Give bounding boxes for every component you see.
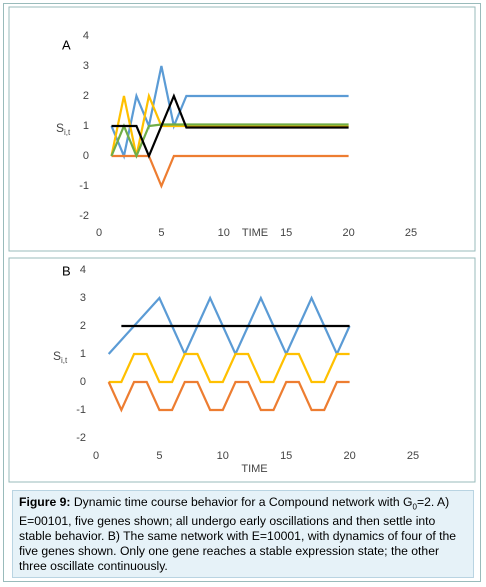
- x-tick-label: 15: [280, 227, 292, 239]
- x-tick-label: 20: [343, 450, 355, 462]
- y-tick-label: 4: [83, 30, 89, 42]
- y-tick-label: 1: [80, 348, 86, 360]
- y-axis-title-sub: i,t: [61, 356, 68, 365]
- y-tick-label: 0: [83, 150, 89, 162]
- series-line: [110, 92, 349, 157]
- x-tick-label: 5: [158, 227, 164, 239]
- series-line: [107, 380, 350, 413]
- series-line: [111, 93, 349, 159]
- y-tick-label: 0: [80, 376, 86, 388]
- y-tick-label: 1: [83, 120, 89, 132]
- y-axis-title-sub: i,t: [64, 128, 71, 137]
- x-tick-label: 15: [280, 450, 292, 462]
- y-axis-title: Si,t: [56, 121, 71, 137]
- panel-b-frame: [8, 257, 476, 483]
- caption: Figure 9: Dynamic time course behavior f…: [12, 490, 474, 578]
- series-line: [108, 352, 350, 384]
- y-axis-title-main: S: [53, 349, 61, 363]
- caption-text: Dynamic time course behavior for a Compo…: [70, 495, 413, 509]
- series-line: [110, 65, 349, 160]
- y-tick-label: -2: [76, 432, 86, 444]
- x-axis-title: TIME: [242, 227, 268, 239]
- y-axis-title: Si,t: [53, 349, 68, 365]
- caption-text: =2. A) E=00101, five genes shown; all un…: [19, 495, 457, 574]
- x-tick-label: 25: [405, 227, 417, 239]
- caption-label: Figure 9:: [19, 495, 71, 509]
- x-tick-label: 10: [218, 227, 230, 239]
- y-tick-label: -1: [76, 404, 86, 416]
- x-tick-label: 20: [342, 227, 354, 239]
- x-tick-label: 5: [156, 450, 162, 462]
- charts: A -2 -1 0 1 2 3 4 0 5 10 15 20 25 TIME Si,t B -2 -1 0 1 2 3 4 0 5…: [8, 6, 476, 483]
- y-tick-label: -1: [79, 180, 89, 192]
- x-tick-label: 0: [93, 450, 99, 462]
- caption-subscript: 0: [412, 502, 417, 512]
- x-axis-title: TIME: [241, 463, 267, 475]
- x-tick-label: 0: [96, 227, 102, 239]
- series-line: [107, 295, 351, 357]
- y-tick-label: 2: [80, 320, 86, 332]
- y-tick-label: 2: [83, 90, 89, 102]
- y-tick-label: 3: [83, 60, 89, 72]
- y-tick-label: 3: [80, 292, 86, 304]
- y-tick-label: -2: [79, 210, 89, 222]
- y-tick-label: 4: [80, 264, 86, 276]
- panel-a-frame: [8, 6, 476, 252]
- series-line: [111, 154, 349, 189]
- x-tick-label: 25: [407, 450, 419, 462]
- x-tick-label: 10: [217, 450, 229, 462]
- series-line: [110, 123, 349, 159]
- panel-label: A: [62, 37, 71, 52]
- panel-label: B: [62, 263, 71, 278]
- figure: A -2 -1 0 1 2 3 4 0 5 10 15 20 25 TIME Si,t B -2 -1 0 1 2 3 4 0 5…: [3, 3, 481, 582]
- y-axis-title-main: S: [56, 121, 64, 135]
